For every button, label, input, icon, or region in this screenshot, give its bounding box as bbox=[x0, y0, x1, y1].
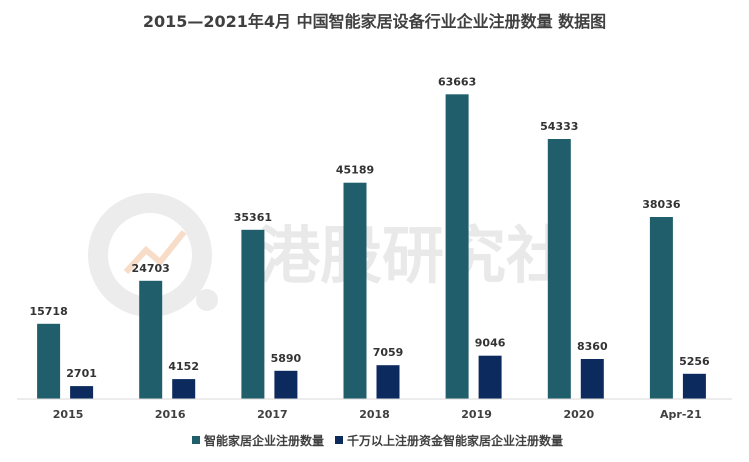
bar-series-2-2015 bbox=[70, 386, 94, 399]
bar-series-1-2019 bbox=[445, 94, 469, 400]
bar-series-2-Apr-21 bbox=[682, 373, 706, 399]
bar-series-1-Apr-21 bbox=[649, 217, 673, 399]
x-tick-labels: 2015 2016 2017 2018 2019 2020 Apr-21 bbox=[53, 408, 702, 421]
data-label-series-1-2016: 24703 bbox=[132, 262, 170, 275]
data-label-series-1-Apr-21: 38036 bbox=[642, 198, 681, 211]
data-label-series-2-2017: 5890 bbox=[271, 352, 302, 365]
bars-group bbox=[37, 94, 706, 400]
bar-series-2-2017 bbox=[274, 370, 298, 399]
watermark-text: 港股研究社 bbox=[258, 219, 568, 292]
x-tick-label-Apr-21: Apr-21 bbox=[660, 408, 702, 421]
bar-series-2-2016 bbox=[172, 379, 196, 399]
legend-swatch-series-1 bbox=[192, 436, 200, 444]
watermark-logo-dot bbox=[196, 289, 218, 311]
data-label-series-2-2016: 4152 bbox=[168, 360, 199, 373]
data-label-series-2-2020: 8360 bbox=[577, 340, 608, 353]
data-label-series-2-Apr-21: 5256 bbox=[679, 355, 710, 368]
x-tick-label-2019: 2019 bbox=[461, 408, 492, 421]
data-label-series-2-2015: 2701 bbox=[66, 367, 97, 380]
watermark-logo-arrow bbox=[123, 230, 187, 275]
bar-series-2-2018 bbox=[376, 365, 400, 399]
chart-title: 2015—2021年4月 中国智能家居设备行业企业注册数量 数据图 bbox=[143, 12, 606, 31]
bar-series-1-2015 bbox=[37, 323, 61, 399]
data-label-series-1-2019: 63663 bbox=[438, 75, 476, 88]
data-label-series-1-2015: 15718 bbox=[29, 305, 67, 318]
data-label-series-1-2020: 54333 bbox=[540, 120, 578, 133]
data-label-series-2-2019: 9046 bbox=[475, 337, 506, 350]
data-label-series-2-2018: 7059 bbox=[373, 346, 404, 359]
legend-label-series-1: 智能家居企业注册数量 bbox=[203, 433, 324, 448]
bar-series-1-2016 bbox=[139, 280, 163, 399]
x-tick-label-2020: 2020 bbox=[563, 408, 594, 421]
x-tick-label-2017: 2017 bbox=[257, 408, 288, 421]
bar-series-2-2020 bbox=[580, 359, 604, 399]
data-label-series-1-2018: 45189 bbox=[336, 164, 374, 177]
x-tick-label-2015: 2015 bbox=[53, 408, 84, 421]
x-tick-label-2018: 2018 bbox=[359, 408, 390, 421]
data-labels-group: 15718 2701 24703 4152 35361 5890 45189 7059 6366… bbox=[29, 75, 710, 380]
legend-label-series-2: 千万以上注册资金智能家居企业注册数量 bbox=[347, 433, 563, 448]
watermark: 港股研究社 bbox=[88, 193, 568, 317]
x-tick-label-2016: 2016 bbox=[155, 408, 186, 421]
legend-swatch-series-2 bbox=[335, 436, 343, 444]
bar-series-1-2017 bbox=[241, 229, 265, 399]
bar-series-2-2019 bbox=[478, 355, 502, 399]
data-label-series-1-2017: 35361 bbox=[234, 211, 272, 224]
bar-series-1-2020 bbox=[547, 139, 571, 399]
bar-series-1-2018 bbox=[343, 182, 367, 399]
legend: 智能家居企业注册数量 千万以上注册资金智能家居企业注册数量 bbox=[192, 433, 563, 448]
